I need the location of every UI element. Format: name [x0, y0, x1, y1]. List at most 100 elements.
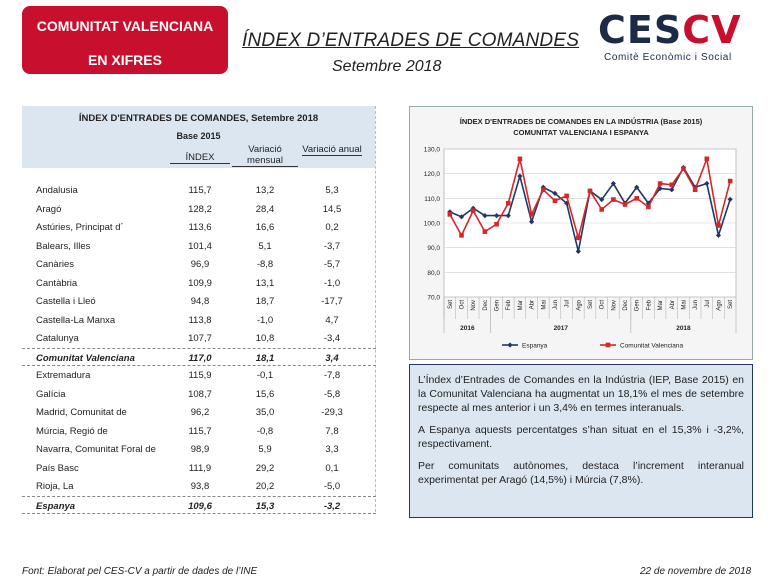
data-point	[716, 223, 721, 228]
commentary-paragraph-3: Per comunitats autònomes, destaca l’incr…	[418, 460, 744, 486]
legend-label: Espanya	[522, 343, 548, 350]
x-tick-label: Set	[448, 300, 454, 309]
annual-change: 3,4	[325, 352, 339, 364]
monthly-change: 29,2	[255, 462, 275, 474]
x-tick-label: Jun	[553, 300, 559, 310]
annual-change: -29,3	[321, 407, 343, 418]
annual-change: -5,8	[323, 388, 341, 400]
data-point	[715, 232, 722, 238]
region-name: Comunitat Valenciana	[36, 352, 135, 364]
data-point	[494, 221, 499, 227]
x-tick-label: Nov	[611, 300, 617, 311]
publication-date: 22 de novembre de 2018	[640, 566, 752, 577]
data-point	[669, 187, 675, 193]
data-point	[599, 207, 604, 212]
annual-change: 3,3	[325, 444, 339, 455]
table-row: Canàries 96,9 -8,8 -5,7	[22, 255, 376, 274]
badge-line-1: COMUNITAT VALENCIANA	[36, 18, 214, 34]
region-name: Navarra, Comunitat Foral de	[36, 444, 156, 455]
region-name: Aragó	[36, 203, 62, 215]
table-row: Astúries, Principat d´ 113,6 16,6 0,2	[22, 218, 376, 237]
table-row: Navarra, Comunitat Foral de 98,9 5,9 3,3	[22, 440, 376, 459]
commentary-paragraph-1: L’Índex d’Entrades de Comandes en la Ind…	[418, 374, 744, 414]
x-tick-label: Abr	[670, 300, 676, 309]
column-header-index: ÍNDEX	[170, 152, 230, 164]
table-row: Aragó 128,2 28,4 14,5	[22, 200, 376, 219]
logo-tagline: Comitè Econòmic i Social	[604, 52, 732, 63]
index-value: 96,9	[190, 259, 210, 270]
region-badge: COMUNITAT VALENCIANA EN XIFRES	[22, 6, 228, 74]
logo-text-ces: CES	[598, 8, 683, 52]
commentary-paragraph-2: A Espanya aquests percentatges s’han sit…	[418, 424, 744, 450]
x-tick-label: Mai	[681, 300, 687, 310]
table-row: Catalunya 107,7 10,8 -3,4	[22, 329, 376, 348]
annual-change: 14,5	[322, 203, 342, 215]
x-tick-label: Dec	[623, 300, 629, 311]
y-tick-label: 130,0	[424, 147, 441, 154]
index-value: 107,7	[188, 333, 212, 344]
monthly-change: 28,4	[255, 203, 275, 215]
data-point	[657, 181, 663, 186]
line-chart: 70,0 80,0 90,0 100,0 110,0 120,0 130,0 Set Oct No…	[424, 147, 737, 350]
data-point	[692, 187, 698, 192]
table-row: País Basc 111,9 29,2 0,1	[22, 459, 376, 478]
region-name: Múrcia, Regió de	[36, 425, 108, 437]
data-point	[517, 156, 523, 162]
table-title: ÍNDEX D'ENTRADES DE COMANDES, Setembre 2…	[78, 113, 319, 124]
region-name: Astúries, Principat d´	[36, 222, 124, 233]
index-value: 93,8	[190, 481, 210, 492]
region-name: Espanya	[36, 500, 76, 512]
y-tick-label: 90,0	[427, 245, 440, 252]
data-point	[681, 166, 686, 172]
x-tick-label: Feb	[646, 299, 652, 310]
annual-change: -5,7	[323, 259, 341, 270]
monthly-change: 10,8	[255, 333, 275, 344]
commentary-box: L’Índex d’Entrades de Comandes en la Ind…	[409, 364, 753, 518]
table-row: Espanya 109,6 15,3 -3,2	[22, 495, 376, 514]
x-tick-label: Ago	[716, 299, 722, 310]
annual-change: -17,7	[321, 296, 343, 307]
year-label: 2017	[554, 325, 569, 332]
region-name: Extremadura	[36, 370, 91, 381]
index-value: 111,9	[188, 462, 212, 474]
regional-index-table: ÍNDEX D'ENTRADES DE COMANDES, Setembre 2…	[22, 106, 376, 514]
index-value: 96,2	[190, 407, 210, 418]
x-tick-label: Gen	[635, 300, 641, 311]
data-point	[459, 233, 464, 238]
data-point	[727, 178, 733, 184]
data-point	[634, 196, 640, 201]
badge-line-2: EN XIFRES	[88, 52, 162, 68]
annual-change: 0,2	[325, 222, 339, 233]
annual-change: 4,7	[325, 314, 339, 326]
index-value: 108,7	[188, 388, 212, 400]
index-value: 109,6	[188, 500, 212, 512]
index-value: 117,0	[188, 352, 212, 364]
y-tick-label: 120,0	[424, 171, 441, 178]
data-point	[622, 202, 628, 207]
index-value: 109,9	[188, 277, 212, 289]
monthly-change: 5,1	[258, 240, 272, 252]
table-header: ÍNDEX D'ENTRADES DE COMANDES, Setembre 2…	[22, 106, 375, 168]
table-row: Andalusia 115,7 13,2 5,3	[22, 181, 376, 200]
y-tick-label: 100,0	[424, 221, 441, 228]
data-point	[447, 212, 453, 217]
year-label: 2016	[460, 325, 475, 332]
region-name: Balears, Illes	[36, 240, 91, 252]
table-row: Castella-La Manxa 113,8 -1,0 4,7	[22, 311, 376, 330]
table-base: Base 2015	[176, 131, 221, 141]
table-row: Rioja, La 93,8 20,2 -5,0	[22, 477, 376, 496]
x-tick-label: Ago	[576, 299, 582, 310]
data-point	[529, 212, 534, 217]
index-value: 115,7	[188, 425, 212, 437]
x-tick-label: Set	[588, 300, 594, 309]
table-row: Múrcia, Regió de 115,7 -0,8 7,8	[22, 422, 376, 441]
monthly-change: 15,6	[255, 388, 275, 400]
data-point	[610, 180, 616, 187]
index-value: 115,7	[188, 185, 212, 196]
legend-label: Comunitat Valenciana	[620, 343, 683, 350]
data-point	[505, 200, 511, 206]
region-name: Rioja, La	[36, 481, 74, 492]
data-point	[611, 197, 616, 202]
data-point	[552, 198, 558, 204]
monthly-change: -8,8	[256, 259, 274, 270]
